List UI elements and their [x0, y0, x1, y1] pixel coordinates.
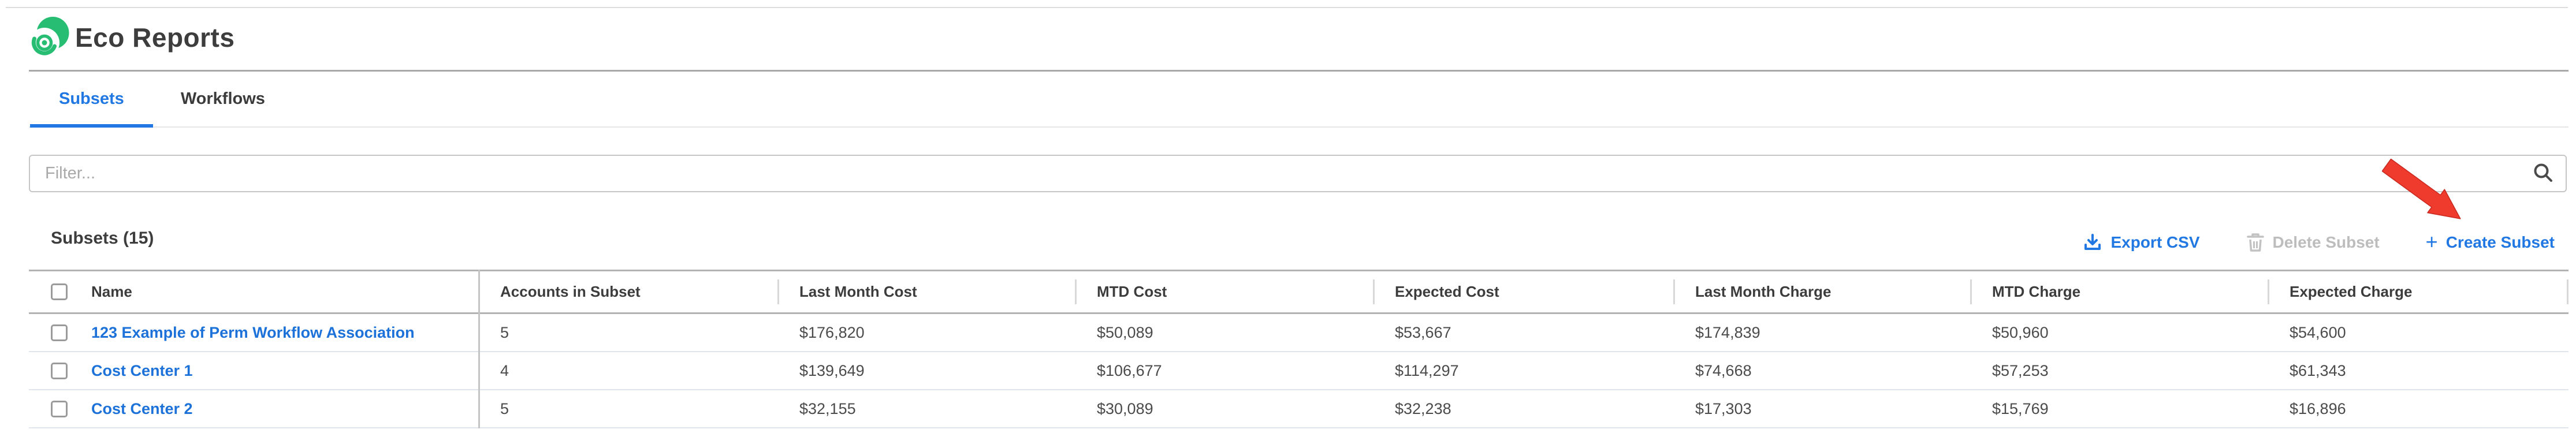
page-title: Eco Reports [75, 23, 235, 53]
table-row: 123 Example of Perm Workflow Association… [29, 314, 2568, 352]
cell-last-month-charge: $17,303 [1695, 400, 1752, 417]
cell-mtd-charge: $15,769 [1992, 400, 2049, 417]
row-checkbox-cell [29, 400, 81, 417]
subset-name-link[interactable]: 123 Example of Perm Workflow Association [91, 323, 415, 341]
column-separator [2268, 279, 2269, 304]
column-separator [1373, 279, 1375, 304]
row-checkbox[interactable] [51, 324, 68, 341]
cell-accounts-in-subset: 5 [500, 323, 509, 341]
tab-bar: Subsets Workflows [29, 72, 2568, 128]
subset-name-cell: Cost Center 1 [81, 362, 478, 380]
column-separator [1075, 279, 1077, 304]
cell-expected-cost: $114,297 [1395, 361, 1459, 379]
trash-icon [2246, 233, 2264, 252]
cell-accounts-in-subset: 4 [500, 361, 509, 379]
column-header: Name [91, 283, 132, 300]
cell-last-month-cost: $32,155 [799, 400, 856, 417]
column-separator [1673, 279, 1675, 304]
row-checkbox-cell [29, 324, 81, 341]
column-header: Last Month Cost [799, 283, 917, 300]
column-separator [2567, 279, 2568, 304]
column-header: Expected Cost [1395, 283, 1499, 300]
delete-subset-button[interactable]: Delete Subset [2246, 233, 2380, 252]
column-separator [777, 279, 779, 304]
toolbar: Export CSV Delete Subset + Create Subset [2083, 230, 2555, 255]
search-icon [2534, 163, 2552, 182]
subset-name-cell: 123 Example of Perm Workflow Association [81, 324, 478, 342]
export-csv-button[interactable]: Export CSV [2083, 233, 2200, 252]
tab-subsets[interactable]: Subsets [30, 72, 153, 128]
column-header: Last Month Charge [1695, 283, 1832, 300]
cell-last-month-charge: $174,839 [1695, 323, 1760, 341]
cell-accounts-in-subset: 5 [500, 400, 509, 417]
tab-workflows[interactable]: Workflows [180, 89, 265, 108]
select-all-checkbox[interactable] [51, 283, 68, 300]
cell-expected-charge: $61,343 [2290, 361, 2346, 379]
eco-logo-icon [30, 17, 69, 56]
cell-expected-charge: $16,896 [2290, 400, 2346, 417]
header-divider [29, 70, 2568, 72]
top-hairline [6, 7, 2568, 8]
column-header: Expected Charge [2290, 283, 2413, 300]
column-header: Accounts in Subset [500, 283, 641, 300]
filter-bar [29, 155, 2567, 192]
create-subset-label: Create Subset [2445, 233, 2555, 251]
cell-expected-charge: $54,600 [2290, 323, 2346, 341]
cell-mtd-charge: $57,253 [1992, 361, 2049, 379]
select-all-cell [29, 283, 81, 300]
export-csv-label: Export CSV [2110, 233, 2200, 251]
cell-mtd-charge: $50,960 [1992, 323, 2049, 341]
subset-name-cell: Cost Center 2 [81, 400, 478, 418]
subset-name-link[interactable]: Cost Center 2 [91, 400, 193, 417]
filter-input[interactable] [29, 155, 2567, 192]
subsets-table: Name Accounts in Subset Last Month Cost MTD… [29, 270, 2568, 428]
table-row: Cost Center 2 5 $32,155 $30,089 $32,238 $17,3… [29, 390, 2568, 428]
cell-last-month-charge: $74,668 [1695, 361, 1752, 379]
download-icon [2084, 234, 2101, 250]
cell-expected-cost: $32,238 [1395, 400, 1451, 417]
cell-mtd-cost: $106,677 [1097, 361, 1162, 379]
name-column-separator [478, 270, 480, 428]
column-separator [1970, 279, 1972, 304]
table-body: 123 Example of Perm Workflow Association… [29, 314, 2568, 428]
column-header: MTD Cost [1097, 283, 1167, 300]
subset-name-link[interactable]: Cost Center 1 [91, 361, 193, 379]
cell-mtd-cost: $50,089 [1097, 323, 1153, 341]
table-header-row: Name Accounts in Subset Last Month Cost MTD… [29, 270, 2568, 314]
cell-last-month-cost: $139,649 [799, 361, 865, 379]
cell-last-month-cost: $176,820 [799, 323, 865, 341]
plus-icon: + [2425, 230, 2438, 253]
create-subset-button[interactable]: + Create Subset [2425, 230, 2555, 253]
row-checkbox[interactable] [51, 362, 68, 379]
subsets-count-heading: Subsets (15) [51, 229, 154, 248]
table-row: Cost Center 1 4 $139,649 $106,677 $114,297 $7… [29, 352, 2568, 390]
row-checkbox-cell [29, 362, 81, 379]
column-header: MTD Charge [1992, 283, 2081, 300]
cell-mtd-cost: $30,089 [1097, 400, 1153, 417]
row-checkbox[interactable] [51, 400, 68, 417]
cell-expected-cost: $53,667 [1395, 323, 1451, 341]
delete-subset-label: Delete Subset [2272, 233, 2380, 251]
